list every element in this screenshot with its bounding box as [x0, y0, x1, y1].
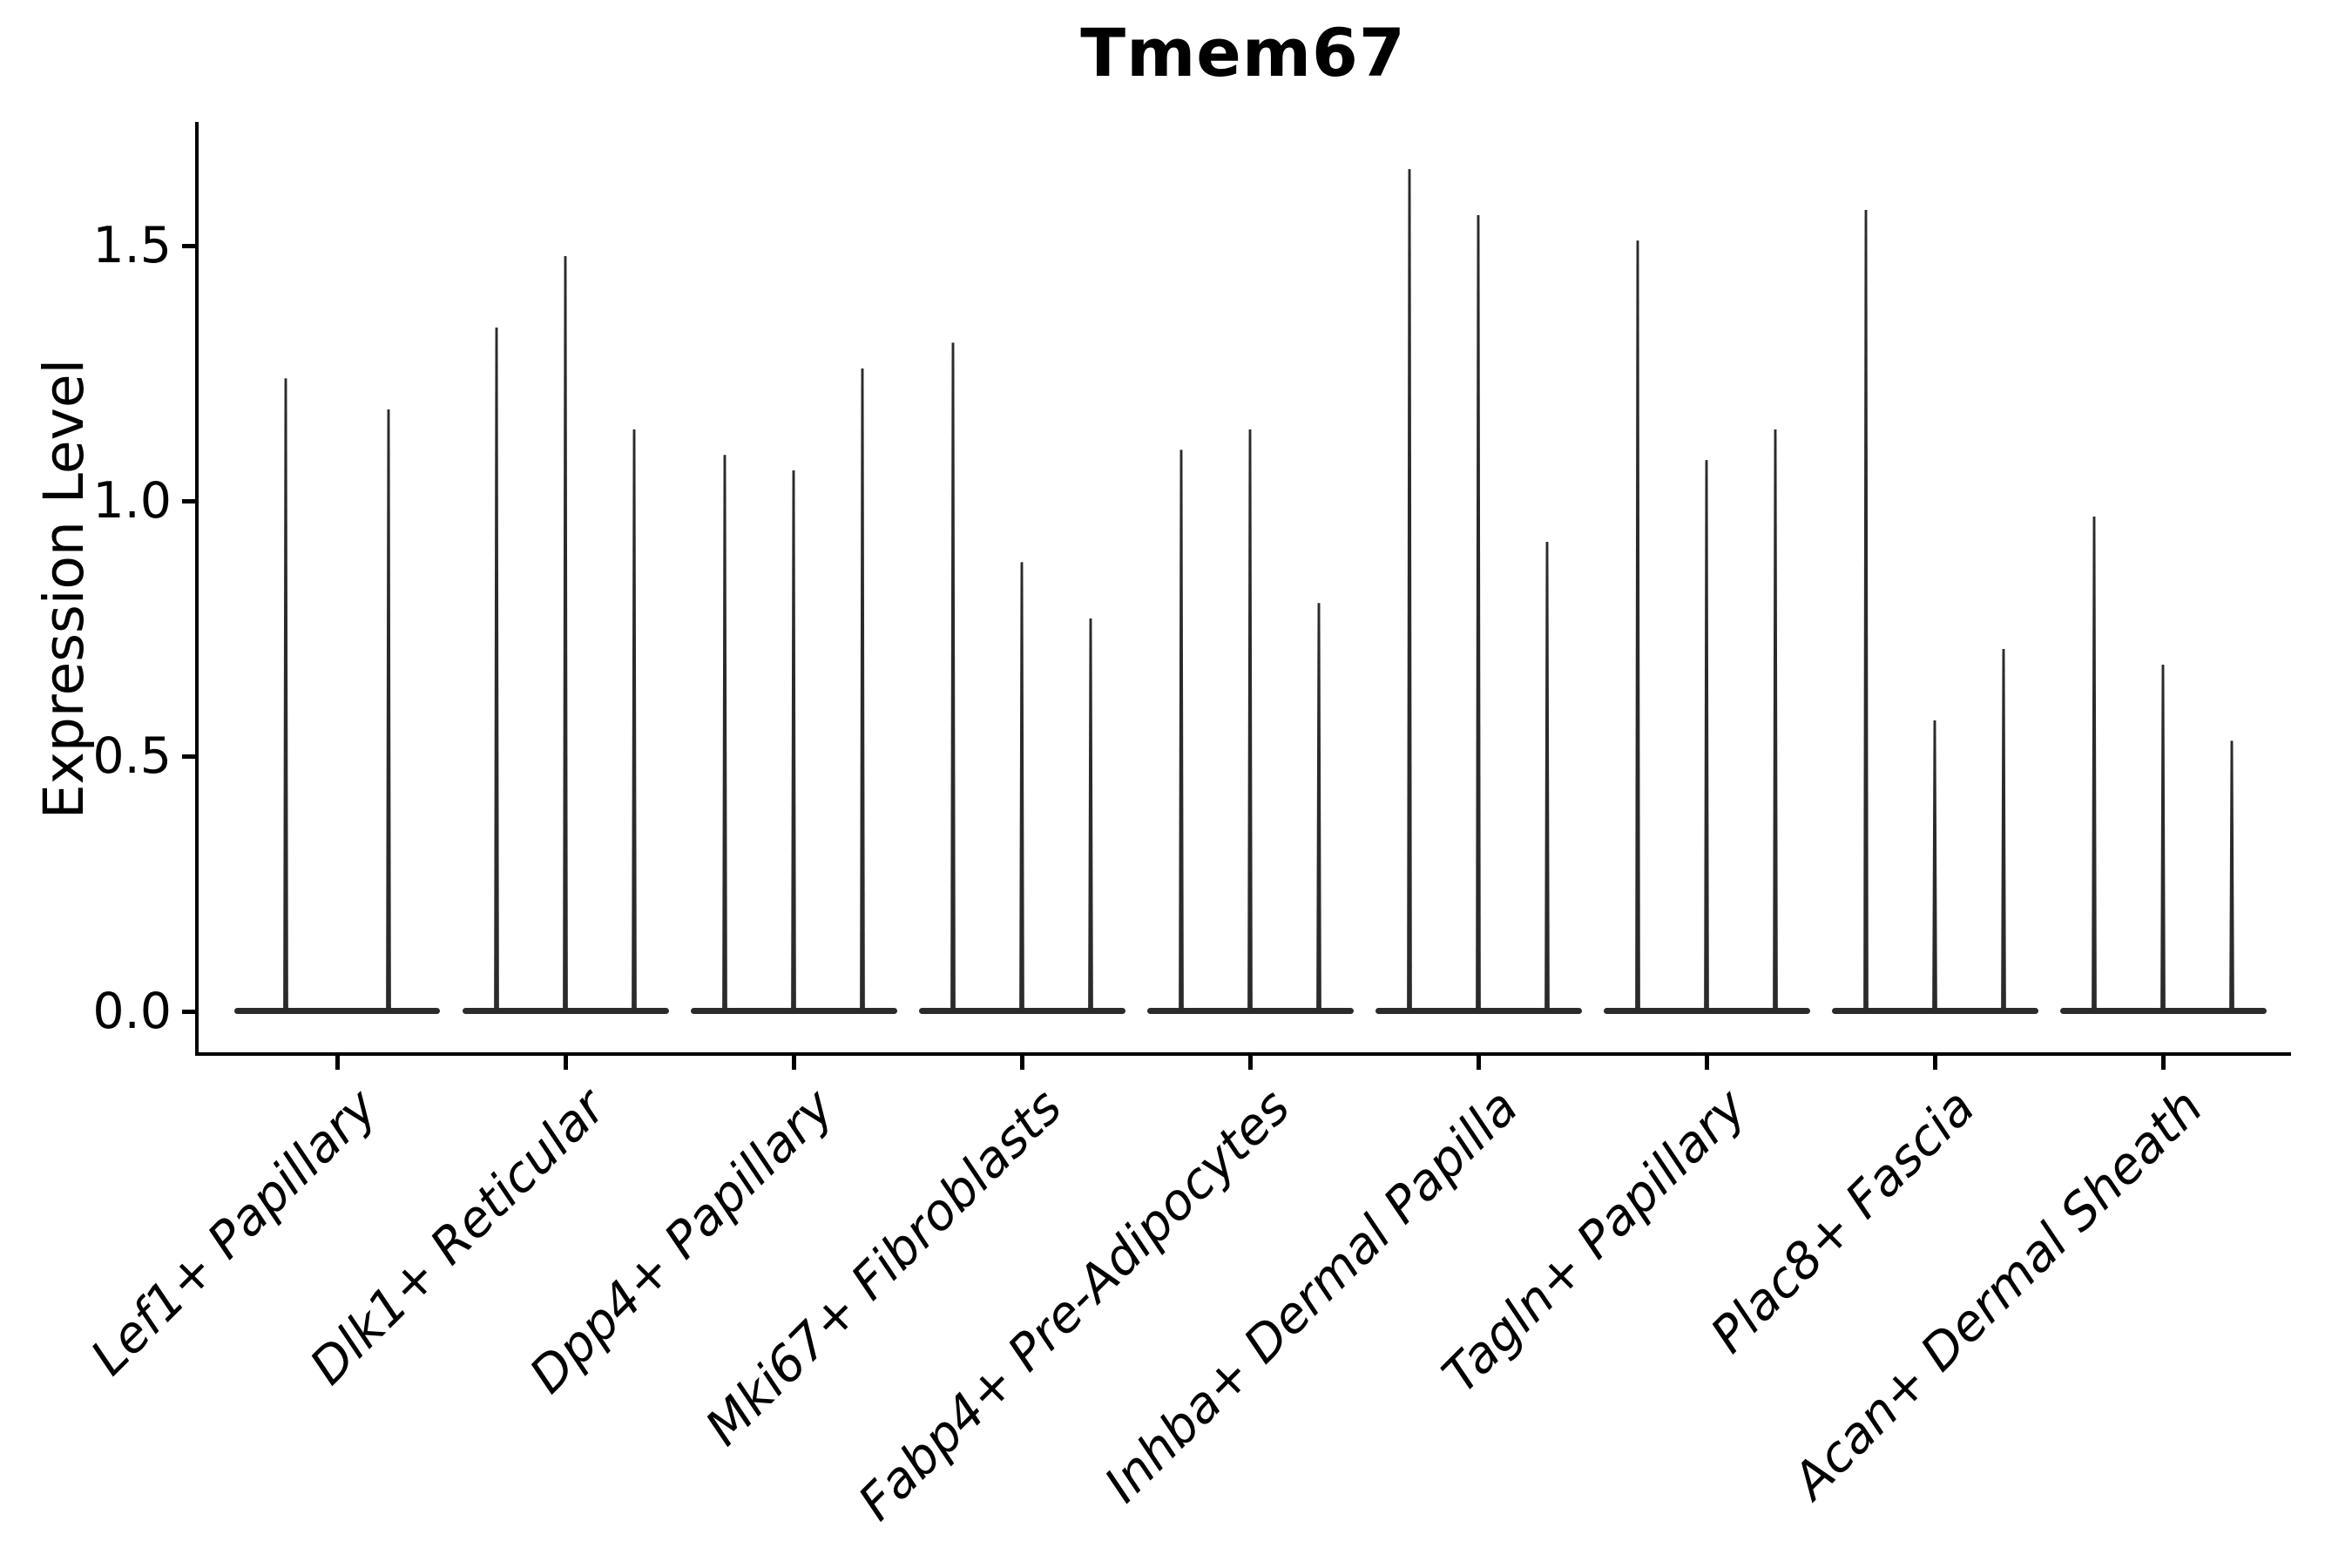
x-tick-mark: [563, 1056, 568, 1070]
violin-spike: [1476, 214, 1481, 1011]
violin-spike: [1179, 449, 1184, 1011]
violin-spike: [2229, 740, 2234, 1011]
violin-base: [234, 1008, 440, 1014]
violin-spike: [1635, 240, 1640, 1011]
violin-spike: [2092, 516, 2097, 1011]
x-tick-mark: [2160, 1056, 2166, 1070]
x-tick-label: Inhba+ Dermal Papilla: [1093, 1078, 1530, 1514]
y-tick-label: 1.5: [92, 217, 172, 274]
violin-spike: [791, 470, 796, 1011]
violin-spike: [722, 455, 727, 1011]
y-tick-label: 0.0: [92, 983, 172, 1040]
y-axis-label: Expression Level: [32, 358, 96, 820]
x-tick-mark: [1932, 1056, 1937, 1070]
violin-spike: [1019, 562, 1024, 1011]
y-tick-mark: [182, 1009, 195, 1014]
y-tick-mark: [182, 754, 195, 759]
x-tick-mark: [791, 1056, 796, 1070]
y-tick-label: 0.5: [92, 727, 172, 785]
violin-spike: [1863, 209, 1869, 1011]
violin-spike: [1407, 169, 1412, 1011]
violin-spike: [1544, 541, 1550, 1011]
y-tick-mark: [182, 243, 195, 248]
chart-title: Tmem67: [1080, 14, 1406, 91]
violin-spike: [283, 378, 288, 1011]
y-tick-label: 1.0: [92, 472, 172, 530]
x-tick-mark: [1704, 1056, 1709, 1070]
y-tick-mark: [182, 498, 195, 504]
violin-spike: [1316, 603, 1321, 1011]
violin-spike: [1932, 720, 1937, 1011]
y-axis-spine: [195, 122, 199, 1056]
x-tick-mark: [1247, 1056, 1253, 1070]
x-tick-mark: [1476, 1056, 1481, 1070]
x-tick-mark: [1019, 1056, 1024, 1070]
violin-spike: [2160, 664, 2166, 1011]
x-axis-spine: [195, 1052, 2291, 1056]
x-tick-label: Fabp4+ Pre-Adipocytes: [848, 1078, 1301, 1532]
violin-spike: [1704, 460, 1709, 1011]
violin-spike: [632, 429, 637, 1011]
violin-spike: [563, 255, 568, 1011]
x-tick-mark: [335, 1056, 340, 1070]
violin-spike: [950, 342, 956, 1011]
violin-spike: [386, 409, 391, 1011]
x-tick-label: Acan+ Dermal Sheath: [1781, 1078, 2214, 1511]
violin-spike: [1247, 429, 1253, 1011]
violin-spike: [2001, 648, 2006, 1011]
violin-spike: [860, 368, 865, 1011]
violin-spike: [1773, 429, 1778, 1011]
violin-spike: [1088, 618, 1093, 1011]
violin-spike: [494, 327, 499, 1011]
